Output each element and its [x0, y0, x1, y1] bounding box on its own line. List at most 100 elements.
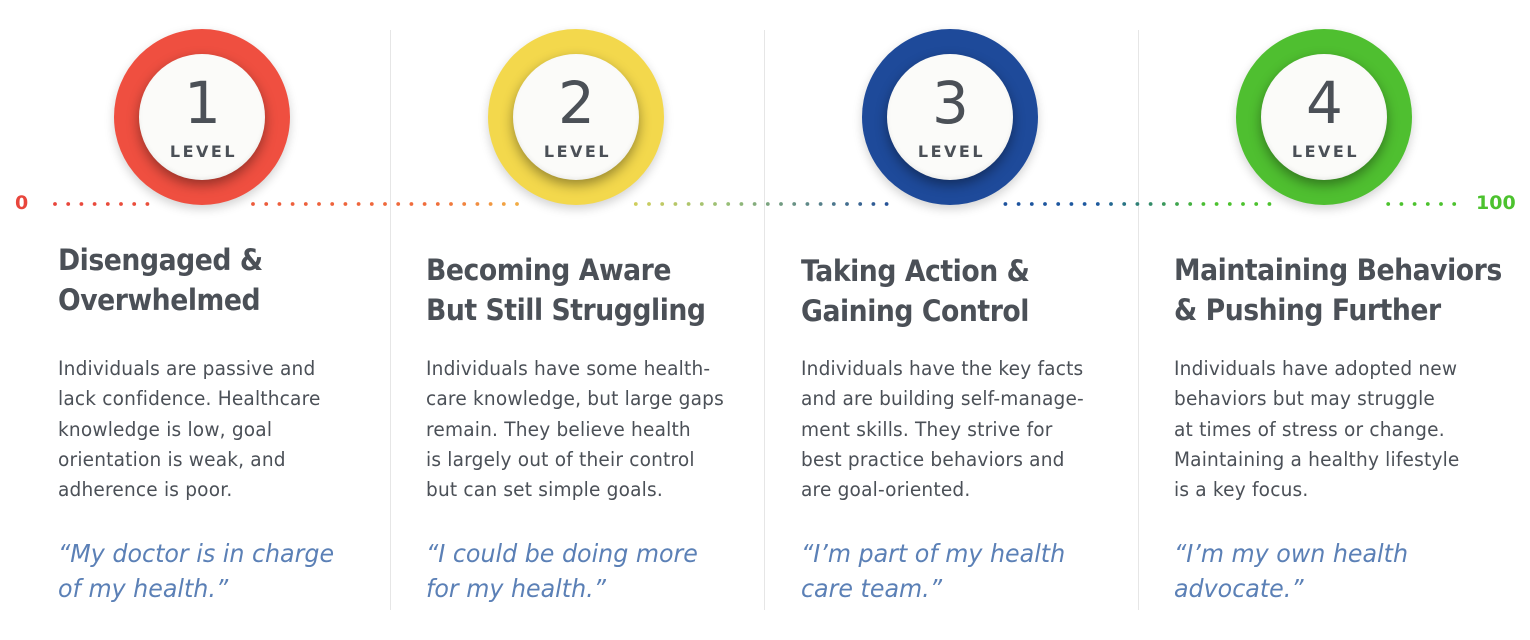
scale-dot	[264, 202, 269, 206]
scale-dot	[1214, 202, 1219, 206]
scale-dot	[1227, 202, 1232, 206]
level-1-number: 1	[184, 69, 221, 137]
scale-dot	[475, 202, 480, 206]
level-4-quote-line: advocate.”	[1174, 574, 1304, 603]
scale-dot	[1399, 202, 1404, 206]
scale-dot	[686, 202, 691, 206]
scale-dot	[290, 202, 295, 206]
level-3-description: Individuals have the key facts and are b…	[801, 354, 1084, 505]
level-4-description: Individuals have adopted new behaviors b…	[1174, 354, 1460, 505]
level-1-description-line: Individuals are passive and	[58, 357, 316, 380]
scale-dot	[1425, 202, 1430, 206]
scale-dot	[1241, 202, 1245, 206]
scale-dot	[792, 202, 797, 206]
level-2-title: Becoming Aware But Still Struggling	[426, 250, 720, 330]
scale-dot	[383, 202, 387, 206]
column-divider	[1138, 30, 1139, 610]
level-3-column: Taking Action & Gaining Control Individu…	[801, 240, 1121, 603]
scale-dot	[871, 202, 876, 206]
scale-dot	[1109, 202, 1113, 206]
scale-dot	[145, 202, 150, 206]
level-1-description-line: orientation is weak, and	[58, 447, 286, 471]
scale-dot	[726, 202, 731, 206]
level-3-description-line: best practice behaviors and	[801, 447, 1065, 471]
scale-dot	[1043, 202, 1047, 206]
level-2-badge: 2 LEVEL	[488, 29, 664, 205]
scale-dot	[699, 202, 704, 206]
scale-dot	[1386, 202, 1391, 206]
scale-dot	[449, 202, 453, 206]
scale-dot	[647, 202, 651, 206]
scale-dot	[303, 202, 308, 206]
level-1-title-line: Overwhelmed	[58, 283, 261, 317]
level-2-title-line: But Still Struggling	[426, 293, 706, 327]
level-4-number: 4	[1306, 69, 1343, 137]
scale-dot	[1452, 202, 1457, 206]
scale-dot	[805, 202, 810, 206]
level-2-quote-line: “I could be doing more	[426, 539, 698, 568]
level-2-title-line: Becoming Aware	[426, 253, 672, 287]
level-4-description-line: is a key focus.	[1174, 478, 1309, 502]
level-4-word: LEVEL	[1291, 142, 1360, 161]
level-1-description-line: knowledge is low, goal	[58, 417, 273, 441]
level-3-quote: “I’m part of my health care team.”	[801, 536, 1065, 606]
level-3-badge-center: 3 LEVEL	[887, 54, 1013, 180]
level-2-description-line: but can set simple goals.	[426, 478, 663, 502]
scale-dot	[356, 202, 361, 206]
scale-dot	[1148, 202, 1153, 206]
level-2-column: Becoming Aware But Still Struggling Indi…	[426, 240, 746, 603]
scale-dot	[779, 202, 783, 206]
scale-dot	[1135, 202, 1140, 206]
level-3-title-line: Taking Action &	[801, 254, 1030, 288]
level-4-title: Maintaining Behaviors & Pushing Further	[1174, 250, 1502, 330]
level-3-quote-line: “I’m part of my health	[801, 539, 1066, 568]
scale-dot	[462, 202, 467, 206]
level-4-description-line: behaviors but may struggle	[1174, 387, 1436, 411]
scale-dot	[884, 202, 889, 206]
scale-dot	[396, 202, 401, 206]
level-4-badge: 4 LEVEL	[1236, 29, 1412, 205]
scale-dot	[369, 202, 374, 206]
level-3-quote-line: care team.”	[801, 574, 943, 603]
scale-dot	[1439, 202, 1443, 206]
scale-dot	[422, 202, 427, 206]
level-3-title-line: Gaining Control	[801, 294, 1029, 328]
scale-dot	[66, 202, 71, 206]
level-1-quote: “My doctor is in charge of my health.”	[58, 536, 334, 606]
scale-dot	[251, 202, 255, 206]
column-divider	[390, 30, 391, 610]
scale-dot	[488, 202, 493, 206]
level-2-description-line: care knowledge, but large gaps	[426, 387, 724, 411]
scale-dot	[1003, 202, 1008, 206]
level-1-description-line: lack confidence. Healthcare	[58, 387, 321, 411]
scale-dot	[435, 202, 440, 206]
scale-dot	[858, 202, 863, 206]
level-1-badge-center: 1 LEVEL	[139, 54, 265, 180]
level-4-title-line: Maintaining Behaviors	[1174, 253, 1502, 287]
level-1-column: Disengaged & Overwhelmed Individuals are…	[58, 240, 378, 603]
level-4-description-line: Individuals have adopted new	[1174, 357, 1458, 380]
level-4-badge-center: 4 LEVEL	[1261, 54, 1387, 180]
scale-dot	[739, 202, 744, 206]
level-3-title: Taking Action & Gaining Control	[801, 251, 1095, 331]
level-1-quote-line: “My doctor is in charge	[58, 539, 335, 568]
scale-dot	[1095, 202, 1100, 206]
level-4-title-line: & Pushing Further	[1174, 293, 1441, 327]
scale-dot	[343, 202, 348, 206]
scale-dot	[53, 202, 57, 206]
level-3-description-line: and are building self-manage-	[801, 387, 1084, 411]
level-1-title-line: Disengaged &	[58, 243, 263, 277]
scale-dot	[330, 202, 335, 206]
level-4-quote-line: “I’m my own health	[1174, 539, 1409, 568]
scale-dot	[1029, 202, 1034, 206]
scale-dot	[515, 202, 519, 206]
level-2-description-line: Individuals have some health-	[426, 357, 711, 380]
scale-dot	[1069, 202, 1074, 206]
scale-dot	[1188, 202, 1193, 206]
level-1-description: Individuals are passive and lack confide…	[58, 354, 321, 505]
level-3-description-line: Individuals have the key facts	[801, 357, 1084, 380]
scale-dot	[1201, 202, 1206, 206]
level-3-badge: 3 LEVEL	[862, 29, 1038, 205]
scale-dot	[79, 202, 84, 206]
scale-dot	[132, 202, 137, 206]
